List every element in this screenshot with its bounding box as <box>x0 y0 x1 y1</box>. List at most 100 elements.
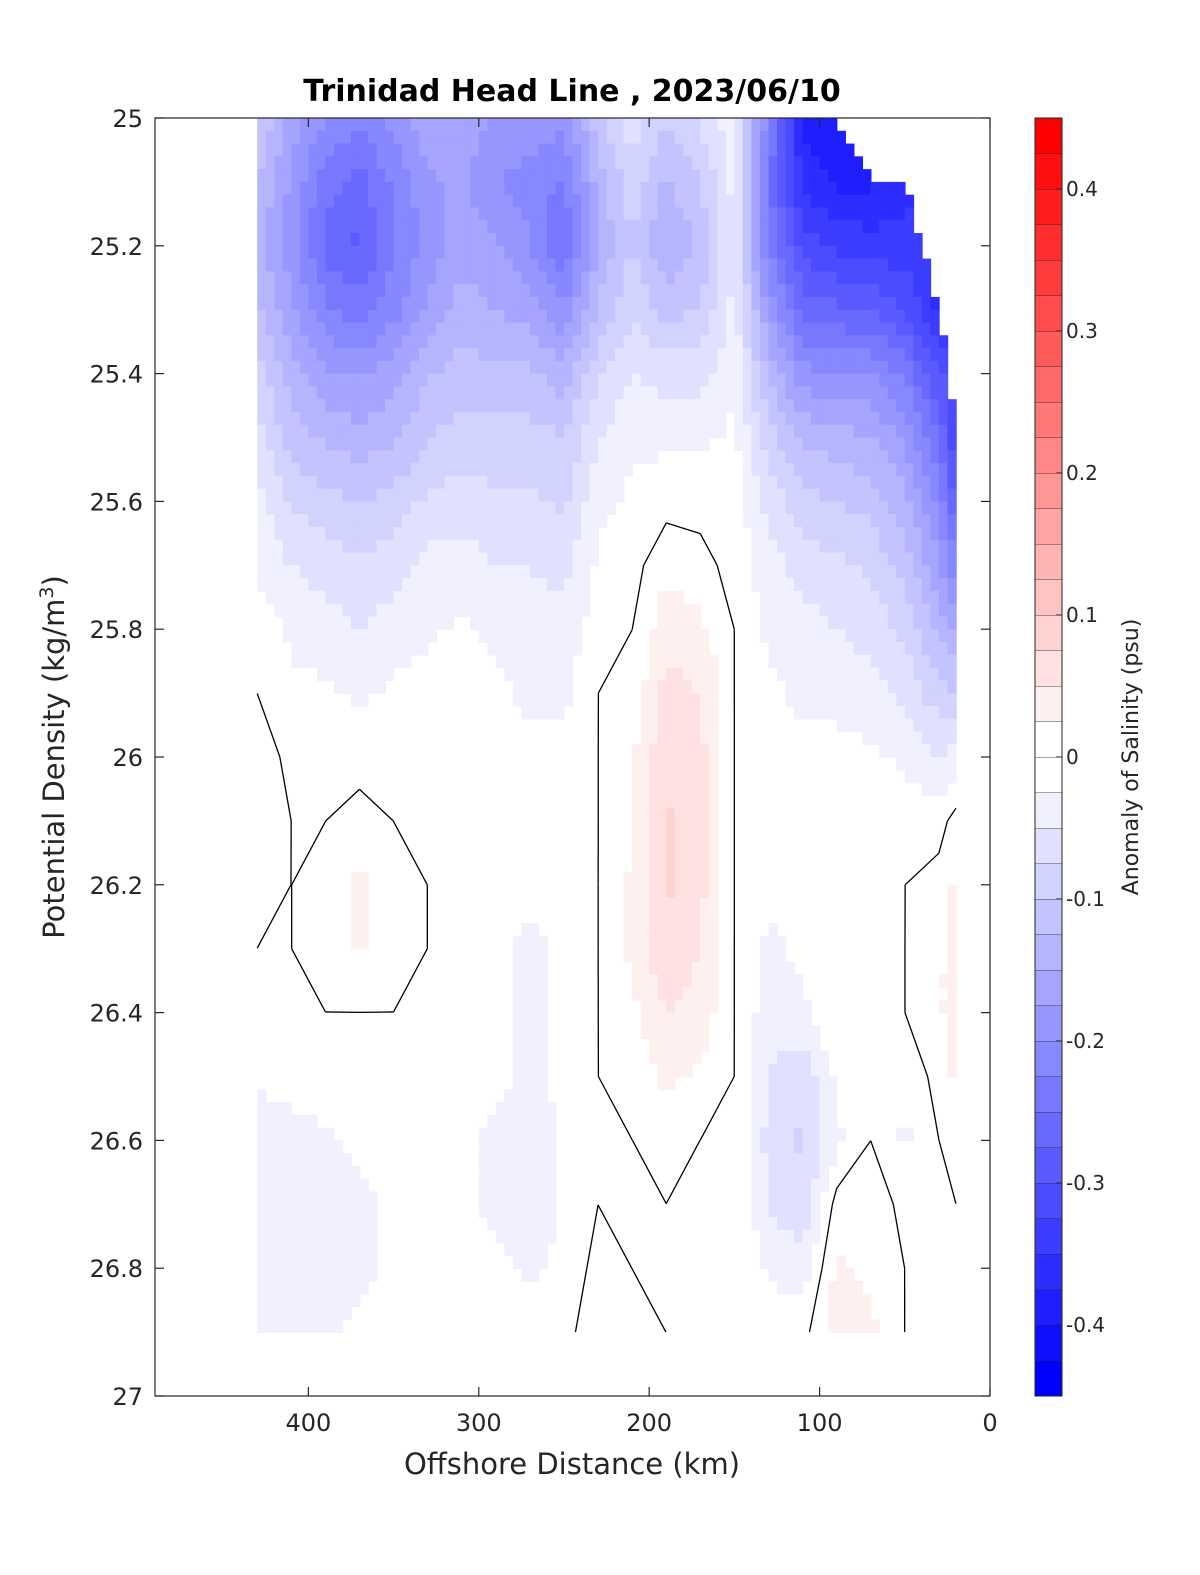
heatmap-cell <box>308 271 318 285</box>
heatmap-cell <box>913 386 923 400</box>
heatmap-cell <box>921 411 932 426</box>
heatmap-cell <box>504 1140 514 1154</box>
heatmap-cell <box>640 207 650 222</box>
heatmap-cell <box>419 399 429 413</box>
heatmap-cell <box>768 948 778 963</box>
heatmap-cell <box>708 718 719 733</box>
heatmap-cell <box>521 680 531 694</box>
heatmap-cell <box>282 1114 293 1129</box>
heatmap-cell <box>828 475 838 490</box>
heatmap-cell <box>453 309 463 324</box>
heatmap-cell <box>674 322 685 337</box>
heatmap-cell <box>794 1242 804 1257</box>
heatmap-cell <box>666 411 676 426</box>
heatmap-cell <box>751 373 761 388</box>
heatmap-cell <box>402 156 412 170</box>
heatmap-cell <box>853 207 863 222</box>
heatmap-cell <box>461 603 472 618</box>
heatmap-cell <box>717 181 727 196</box>
heatmap-cell <box>495 488 506 503</box>
heatmap-cell <box>640 399 650 413</box>
heatmap-cell <box>870 501 881 515</box>
heatmap-cell <box>794 1114 804 1129</box>
heatmap-cell <box>342 1280 352 1295</box>
y-tick-label: 26.6 <box>90 1127 143 1155</box>
heatmap-cell <box>768 335 778 349</box>
heatmap-cell <box>768 233 778 247</box>
heatmap-cell <box>299 578 310 592</box>
zero-contour-segment <box>665 1140 701 1204</box>
heatmap-cell <box>282 335 293 349</box>
heatmap-cell <box>487 296 497 311</box>
heatmap-cell <box>640 284 650 298</box>
heatmap-cell <box>444 437 455 452</box>
heatmap-cell <box>521 590 531 605</box>
heatmap-cell <box>794 693 804 707</box>
heatmap-cell <box>845 233 855 247</box>
heatmap-cell <box>938 603 949 618</box>
heatmap-cell <box>546 271 557 285</box>
heatmap-cell <box>836 463 846 477</box>
heatmap-cell <box>299 1280 310 1295</box>
heatmap-cell <box>342 1293 352 1308</box>
heatmap-cell <box>776 437 787 452</box>
heatmap-cell <box>776 1165 787 1180</box>
heatmap-cell <box>657 360 668 375</box>
heatmap-cell <box>683 245 693 260</box>
heatmap-cell <box>649 233 659 247</box>
heatmap-cell <box>640 820 650 835</box>
heatmap-cell <box>521 501 531 515</box>
heatmap-cell <box>265 1293 276 1308</box>
heatmap-cell <box>282 233 293 247</box>
heatmap-cell <box>649 143 659 158</box>
heatmap-cell <box>589 450 599 464</box>
heatmap-cell <box>529 245 540 260</box>
heatmap-cell <box>776 654 787 669</box>
heatmap-cell <box>529 169 540 183</box>
heatmap-cell <box>291 629 301 643</box>
heatmap-cell <box>291 335 301 349</box>
heatmap-cell <box>674 705 685 720</box>
heatmap-cell <box>768 143 778 158</box>
heatmap-cell <box>385 603 395 618</box>
heatmap-cell <box>759 1140 770 1154</box>
heatmap-cell <box>350 578 361 592</box>
heatmap-cell <box>930 463 940 477</box>
heatmap-cell <box>265 526 276 541</box>
heatmap-cell <box>768 1063 778 1078</box>
heatmap-cell <box>862 641 872 656</box>
heatmap-cell <box>657 271 668 285</box>
heatmap-cell <box>495 207 506 222</box>
heatmap-cell <box>504 130 514 145</box>
heatmap-cell <box>632 220 642 234</box>
heatmap-cell <box>819 616 829 630</box>
heatmap-cell <box>819 590 829 605</box>
heatmap-cell <box>794 654 804 669</box>
heatmap-cell <box>913 463 923 477</box>
heatmap-cell <box>589 194 599 209</box>
heatmap-cell <box>325 1165 335 1180</box>
heatmap-cell <box>785 1063 795 1078</box>
heatmap-cell <box>879 386 889 400</box>
heatmap-cell <box>657 641 668 656</box>
heatmap-cell <box>436 565 446 579</box>
heatmap-cell <box>802 616 812 630</box>
heatmap-cell <box>776 386 787 400</box>
heatmap-cell <box>299 156 310 170</box>
heatmap-cell <box>708 181 719 196</box>
heatmap-cell <box>632 348 642 362</box>
heatmap-cell <box>555 156 565 170</box>
heatmap-cell <box>512 169 523 183</box>
heatmap-cell <box>845 386 855 400</box>
heatmap-cell <box>308 1217 318 1231</box>
colorbar-tick-label: -0.3 <box>1066 1171 1105 1195</box>
heatmap-cell <box>794 309 804 324</box>
heatmap-cell <box>529 258 540 273</box>
heatmap-cell <box>368 1217 378 1231</box>
heatmap-cell <box>299 450 310 464</box>
heatmap-cell <box>563 514 574 528</box>
heatmap-cell <box>478 348 489 362</box>
heatmap-cell <box>938 552 949 567</box>
heatmap-cell <box>904 207 915 222</box>
heatmap-cell <box>563 411 574 426</box>
